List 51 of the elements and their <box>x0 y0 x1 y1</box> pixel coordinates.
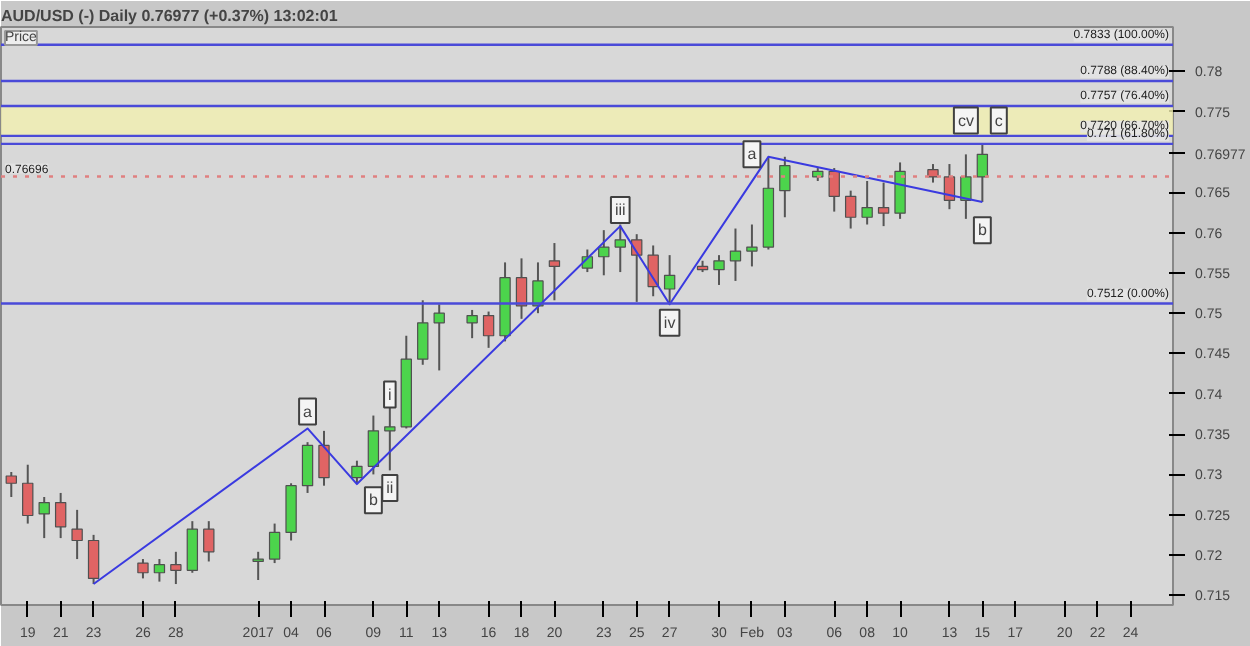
candlestick <box>482 310 495 349</box>
candlestick <box>844 189 857 230</box>
candlestick <box>38 495 50 540</box>
candlestick <box>71 508 83 561</box>
candlestick <box>252 550 264 582</box>
annotation: iii <box>614 200 627 219</box>
candlestick <box>713 254 725 286</box>
candlestick <box>548 242 561 302</box>
annotation: ii <box>386 479 394 498</box>
candlestick <box>417 299 429 366</box>
candlestick <box>894 161 906 220</box>
chart-title: AUD/USD (-) Daily 0.76977 (+0.37%) 13:02:01 <box>1 7 339 25</box>
candlestick <box>663 254 676 306</box>
candlestick <box>614 223 626 274</box>
candlestick <box>779 155 791 219</box>
candlestick <box>153 558 166 583</box>
candlestick <box>647 244 659 298</box>
candlestick <box>285 482 297 542</box>
annotation: iv <box>663 313 676 332</box>
annotation: a <box>303 402 314 421</box>
candlestick <box>170 550 182 586</box>
annotation: c <box>994 111 1003 130</box>
annotation: i <box>388 385 393 404</box>
candlestick <box>466 308 478 340</box>
annotation: a <box>747 145 758 164</box>
candlestick <box>746 223 758 268</box>
candlestick <box>137 558 149 580</box>
candlestick <box>5 470 17 498</box>
candlestick <box>433 303 445 372</box>
candlestick <box>186 520 199 574</box>
candlestick <box>729 227 742 282</box>
candlestick <box>960 153 972 220</box>
candlestick <box>927 163 939 184</box>
candlestick <box>532 261 544 315</box>
annotation: b <box>368 491 379 510</box>
candlestick <box>203 520 215 563</box>
candlestick <box>87 533 100 586</box>
candlestick <box>877 181 890 228</box>
candlestick <box>22 463 34 525</box>
candlestick <box>861 179 873 226</box>
candlestick <box>301 441 314 494</box>
annotation: cv <box>957 111 974 130</box>
annotation: b <box>977 221 988 240</box>
candlestick <box>367 414 380 476</box>
candlestick <box>976 143 989 203</box>
candlestick <box>351 459 363 485</box>
candlestick <box>598 229 610 277</box>
candlestick <box>318 429 330 487</box>
candlestick <box>828 167 840 213</box>
candlestick <box>268 522 281 565</box>
candlestick <box>54 491 67 540</box>
